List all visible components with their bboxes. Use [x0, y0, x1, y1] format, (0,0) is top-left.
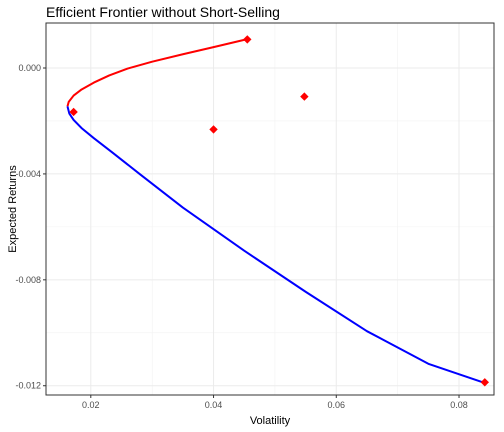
y-axis-title: Expected Returns	[7, 165, 19, 253]
asset-point-1	[69, 107, 78, 117]
chart-title: Efficient Frontier without Short-Selling	[46, 4, 280, 20]
y-axis: 0.000 -0.004 -0.008 -0.012	[15, 63, 46, 391]
x-tick-label: 0.06	[328, 400, 346, 410]
y-tick-label: 0.000	[18, 63, 41, 73]
x-tick-label: 0.04	[205, 400, 223, 410]
x-axis: 0.02 0.04 0.06 0.08	[82, 395, 468, 410]
y-tick-label: -0.008	[15, 275, 41, 285]
asset-point-0	[243, 35, 252, 44]
x-tick-label: 0.08	[450, 400, 468, 410]
asset-point-4	[480, 378, 489, 387]
frontier-line-1	[66, 106, 484, 384]
frontier-line-0	[66, 38, 248, 107]
series-layer	[66, 35, 489, 387]
asset-point-3	[300, 92, 309, 101]
x-axis-title: Volatility	[250, 415, 291, 427]
plot-panel-border	[45, 22, 495, 396]
grid	[46, 23, 494, 395]
x-tick-label: 0.02	[82, 400, 100, 410]
y-tick-label: -0.012	[15, 381, 41, 391]
y-tick-label: -0.004	[15, 169, 41, 179]
asset-point-2	[209, 125, 218, 134]
